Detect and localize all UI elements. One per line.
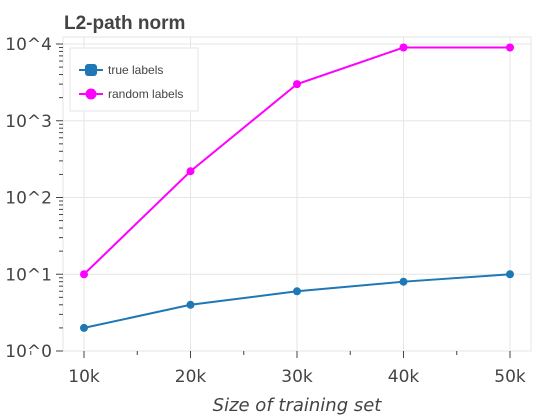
series-random-labels [80,43,514,279]
series [80,43,514,332]
legend-entry: true labels [79,63,163,77]
y-tick-label: 10^4 [5,35,52,55]
data-point [293,287,301,296]
x-axis: 10k 20k 30k 40k 50k [30,351,526,387]
x-tick-label: 50k [494,367,526,387]
x-tick-label: 10k [68,367,100,387]
data-point [399,277,408,286]
x-axis-label: Size of training set [213,395,383,416]
x-tick-label: 40k [388,367,420,387]
data-point [293,80,301,89]
y-tick-label: 10^2 [5,189,52,209]
series-true-labels [80,270,514,332]
data-point [186,167,195,176]
data-point [80,323,88,332]
data-point [186,300,195,309]
data-point [80,270,88,279]
x-tick-label: 30k [281,367,313,387]
data-point [399,43,408,52]
x-tick-label: 20k [175,367,207,387]
data-point [506,43,514,52]
chart-title: L2-path norm [64,13,185,34]
legend-box [69,47,199,112]
y-tick-label: 10^3 [5,112,52,132]
y-tick-label: 10^0 [5,342,52,362]
legend: true labels random labels [69,47,199,112]
y-axis: 10^0 10^1 10^2 10^3 10^4 [5,35,63,362]
legend-label: true labels [108,63,163,77]
legend-marker [85,88,97,100]
legend-label: random labels [108,87,183,101]
data-point [506,270,514,279]
y-tick-label: 10^1 [5,265,52,285]
legend-entry: random labels [79,87,183,101]
legend-marker [85,64,97,76]
